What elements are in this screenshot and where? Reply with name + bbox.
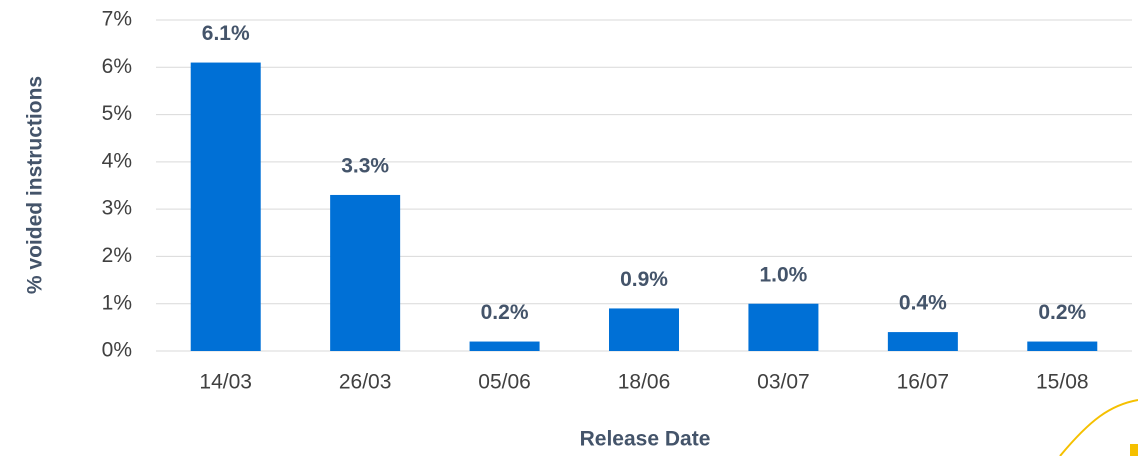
value-label: 0.2% <box>1038 301 1086 324</box>
y-axis-title: % voided instructions <box>24 76 47 294</box>
value-label: 0.9% <box>620 268 668 291</box>
x-tick-label: 14/03 <box>199 371 252 394</box>
x-tick-label: 15/08 <box>1036 371 1089 394</box>
value-label: 3.3% <box>341 155 389 178</box>
y-tick-label: 7% <box>102 8 132 31</box>
decoration <box>1059 399 1138 456</box>
y-tick-label: 3% <box>102 197 132 220</box>
bar <box>609 308 679 351</box>
bar <box>190 62 261 352</box>
bar <box>469 341 540 351</box>
x-tick-label: 18/06 <box>618 371 671 394</box>
value-label: 1.0% <box>759 263 807 286</box>
bar <box>1027 341 1098 351</box>
value-label: 0.2% <box>481 301 529 324</box>
value-label: 0.4% <box>899 292 947 315</box>
x-tick-label: 26/03 <box>339 371 392 394</box>
y-tick-label: 2% <box>102 244 132 267</box>
y-tick-label: 4% <box>102 149 132 172</box>
bar <box>748 303 819 351</box>
decoration <box>1130 444 1138 456</box>
y-tick-label: 5% <box>102 102 132 125</box>
x-axis-title: Release Date <box>580 428 711 451</box>
y-tick-label: 0% <box>102 339 132 362</box>
x-tick-label: 05/06 <box>478 371 531 394</box>
bar <box>330 194 401 351</box>
x-tick-label: 16/07 <box>897 371 950 394</box>
value-label: 6.1% <box>202 22 250 45</box>
bar <box>887 332 958 351</box>
y-tick-label: 6% <box>102 55 132 78</box>
x-tick-label: 03/07 <box>757 371 810 394</box>
y-tick-label: 1% <box>102 291 132 314</box>
